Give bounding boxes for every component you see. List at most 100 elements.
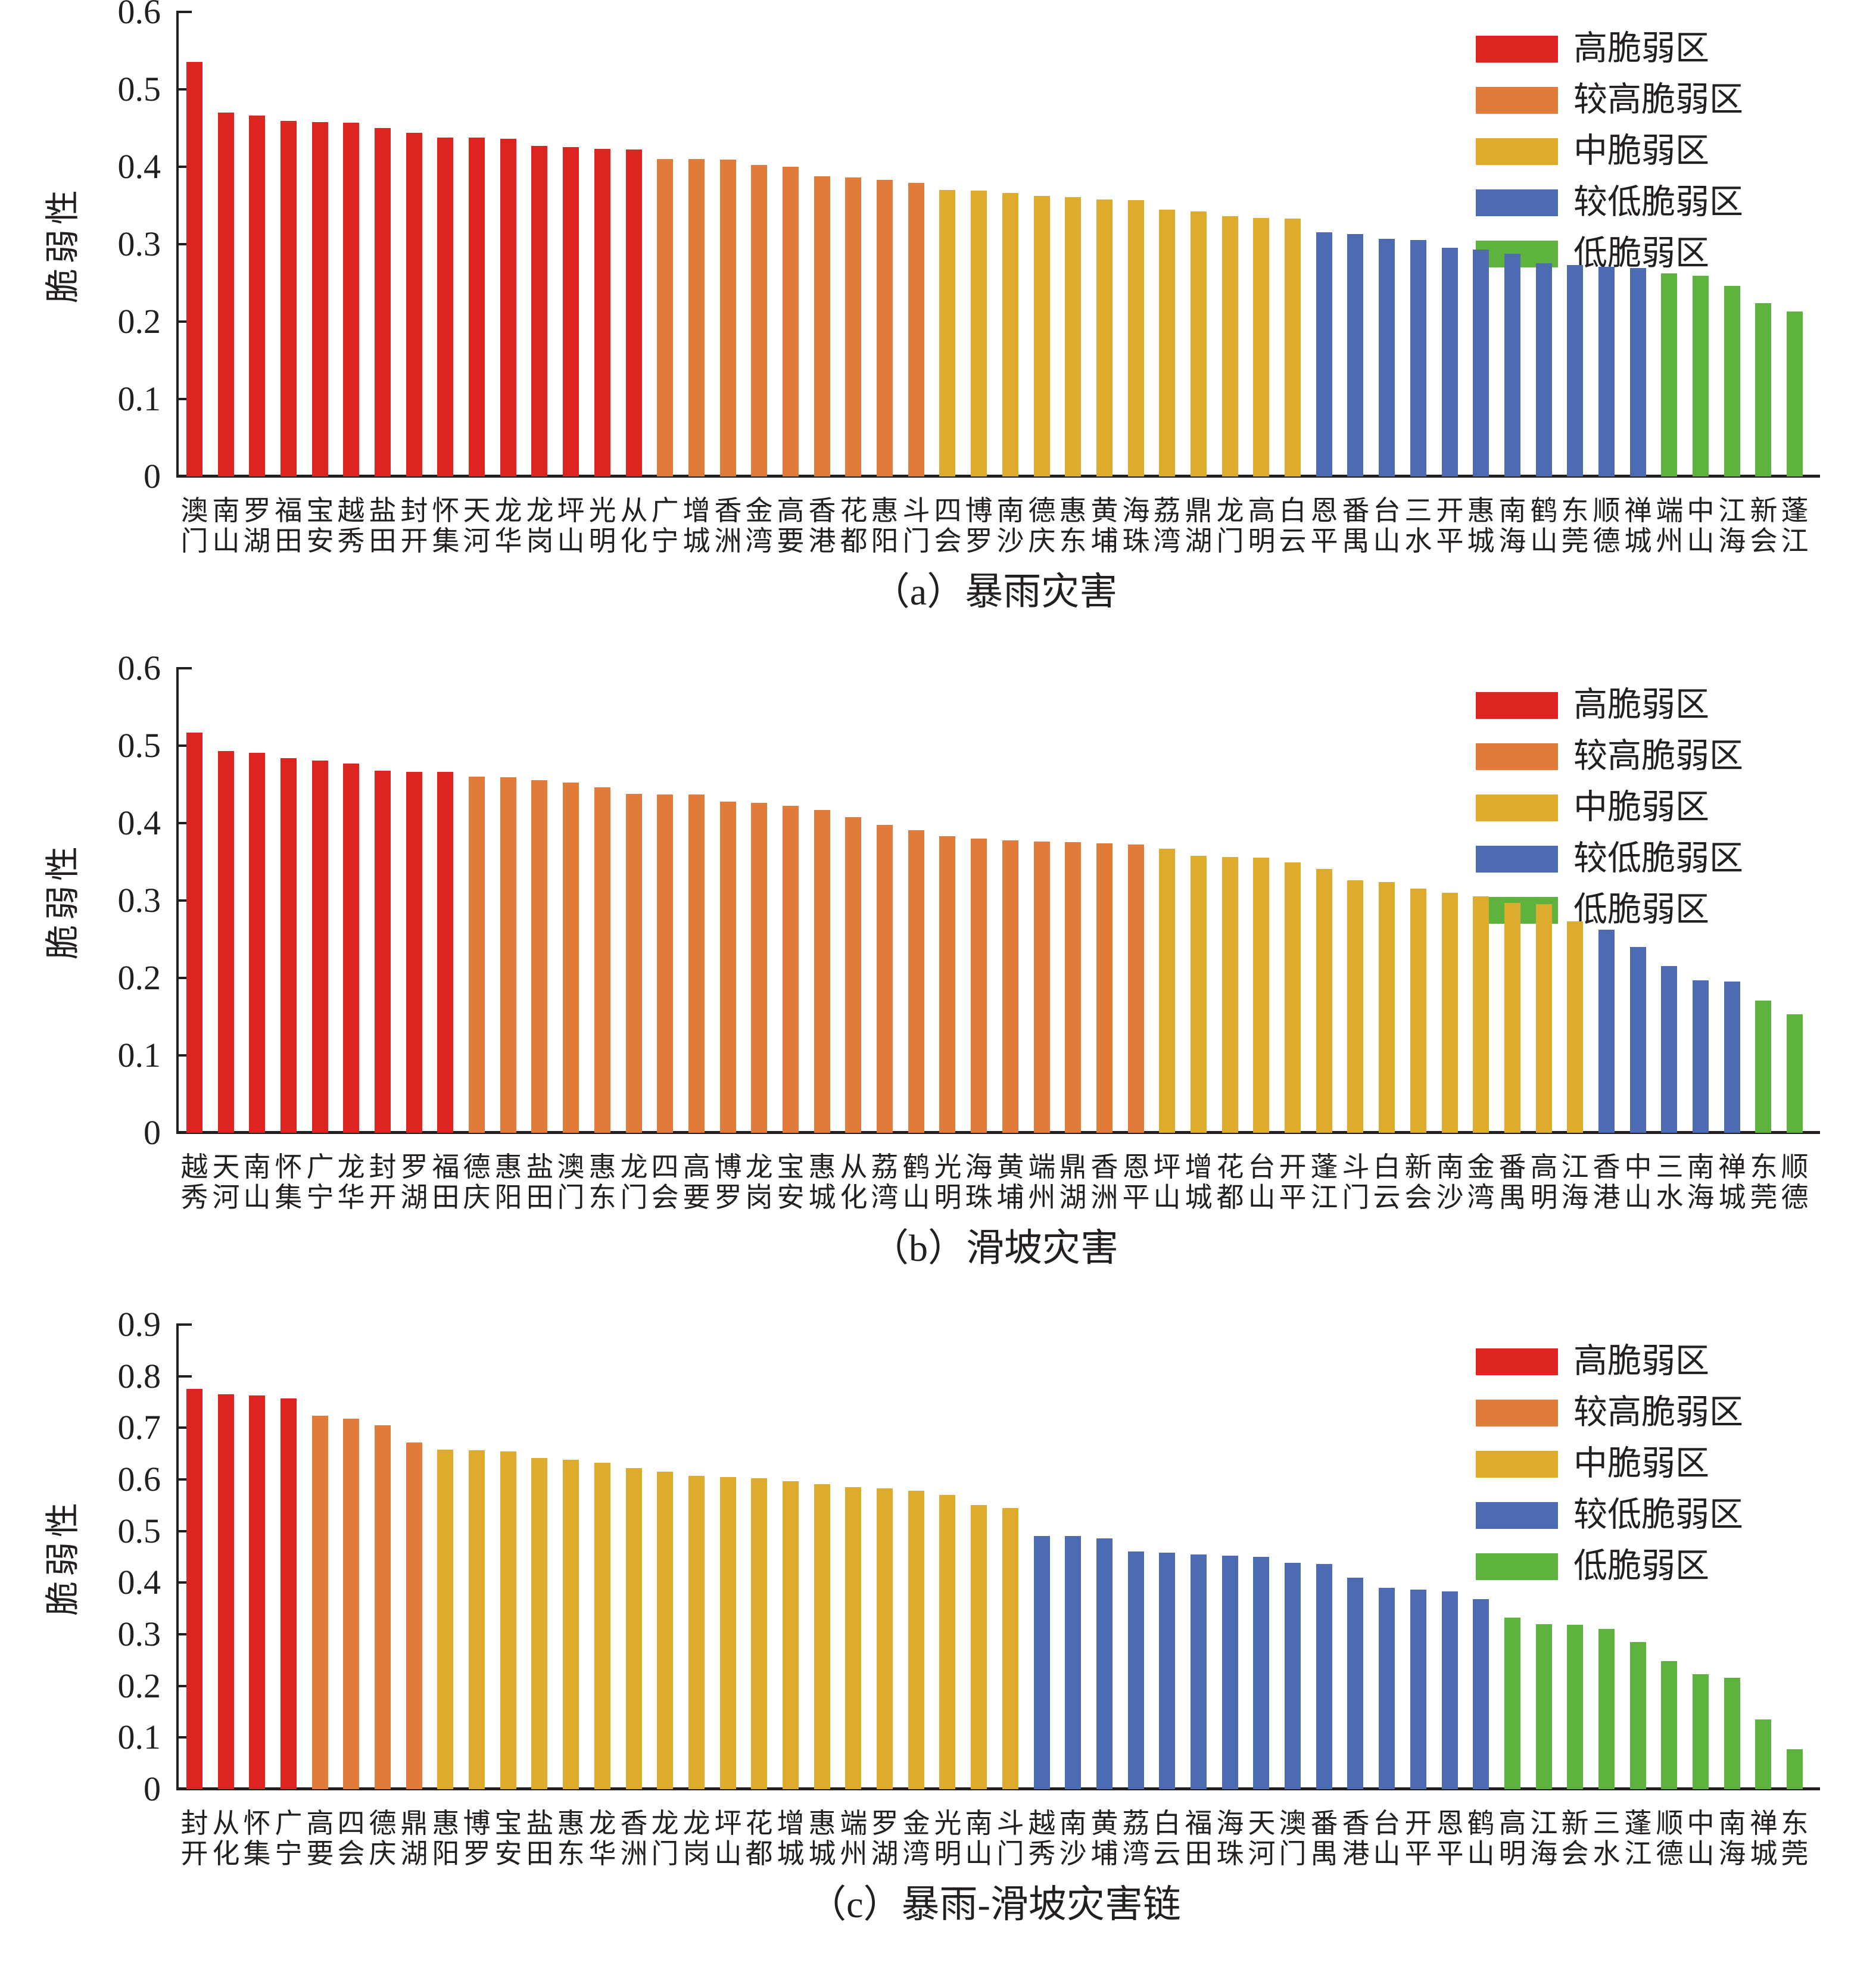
x-tick-label: 越秀 [337, 496, 365, 556]
bar-花都 [751, 1478, 767, 1789]
bar-怀集 [437, 138, 453, 476]
bar-顺德 [1661, 1661, 1677, 1789]
legend-label: 高脆弱区 [1573, 30, 1709, 67]
x-tick-label: 博罗 [714, 1152, 742, 1213]
x-tick-label: 惠东 [1059, 496, 1087, 556]
bar-惠城 [1473, 250, 1489, 476]
x-tick-label: 香港 [1593, 1152, 1621, 1213]
x-tick-label: 龙门 [1216, 496, 1244, 556]
bar-鼎湖 [1191, 211, 1207, 476]
x-tick-label: 恩平 [1310, 496, 1338, 556]
bar-惠城 [814, 810, 830, 1133]
x-tick-label: 南山 [243, 1152, 271, 1213]
y-tick-mark [179, 243, 192, 245]
bar-蓬江 [1787, 311, 1803, 476]
bar-禅城 [1630, 268, 1646, 476]
y-tick-mark [179, 320, 192, 323]
y-axis-line [176, 1323, 179, 1789]
y-tick-mark [179, 1736, 192, 1739]
bar-封开 [186, 1389, 202, 1789]
x-tick-label: 福田 [432, 1152, 460, 1213]
bar-花都 [845, 177, 861, 476]
x-tick-label: 台山 [1373, 496, 1401, 556]
x-tick-label: 从化 [840, 1152, 868, 1213]
bar-香港 [814, 176, 830, 476]
x-axis-line [176, 1787, 1820, 1790]
bar-博罗 [971, 191, 987, 476]
x-tick-label: 南海 [1718, 1808, 1746, 1869]
x-tick-label: 福田 [1185, 1808, 1213, 1869]
legend-item: 中脆弱区 [1476, 790, 1743, 825]
bar-从化 [845, 817, 861, 1133]
x-tick-label: 惠城 [808, 1152, 836, 1213]
bar-恩平 [1128, 845, 1144, 1133]
bar-高要 [688, 795, 705, 1133]
legend-item: 高脆弱区 [1476, 31, 1743, 67]
x-tick-label: 惠阳 [494, 1152, 522, 1213]
y-tick-label: 0.5 [117, 70, 161, 108]
legend-label: 较低脆弱区 [1573, 840, 1743, 877]
legend: 高脆弱区 较高脆弱区 中脆弱区 较低脆弱区 低脆弱区 [1476, 31, 1743, 287]
bar-顺德 [1598, 267, 1615, 476]
y-tick-mark [179, 11, 192, 13]
bar-黄埔 [1096, 1538, 1112, 1789]
bar-金湾 [908, 1491, 924, 1789]
x-tick-label: 惠东 [588, 1152, 616, 1213]
y-tick-label: 0.5 [117, 1511, 161, 1550]
panel-caption: （a）暴雨灾害 [871, 571, 1118, 613]
x-tick-label: 花都 [840, 496, 868, 556]
x-tick-label: 禅城 [1718, 1152, 1746, 1213]
bar-南山 [971, 1505, 987, 1789]
legend-label: 较高脆弱区 [1573, 737, 1743, 775]
x-tick-label: 顺德 [1593, 496, 1621, 556]
bar-香港 [1598, 930, 1615, 1133]
bar-南海 [1504, 254, 1520, 476]
bar-端州 [845, 1487, 861, 1789]
legend-item: 较低脆弱区 [1476, 185, 1743, 220]
y-tick-label: 0.1 [117, 1718, 161, 1757]
x-tick-label: 惠城 [808, 1808, 836, 1869]
x-tick-label: 海珠 [1122, 496, 1150, 556]
bar-南沙 [1002, 193, 1018, 476]
bar-四会 [343, 1419, 359, 1789]
x-tick-label: 盐田 [526, 1152, 554, 1213]
x-tick-label: 三水 [1656, 1152, 1684, 1213]
x-tick-label: 封开 [400, 496, 428, 556]
bar-斗门 [1002, 1508, 1018, 1789]
x-tick-label: 南沙 [1059, 1808, 1087, 1869]
bar-白云 [1159, 1553, 1175, 1789]
panel-chain: 脆弱性 高脆弱区 较高脆弱区 中脆弱区 较低脆弱区 低脆弱区 （c）暴雨-滑坡灾害链 0… [0, 1307, 1876, 1969]
bar-龙门 [1222, 216, 1238, 476]
bar-广宁 [657, 159, 673, 476]
bar-台山 [1379, 239, 1395, 476]
x-tick-label: 德庆 [463, 1152, 491, 1213]
bar-天河 [1253, 1557, 1269, 1789]
bar-海珠 [1128, 200, 1144, 476]
x-tick-label: 恩平 [1436, 1808, 1464, 1869]
bar-江海 [1536, 1624, 1552, 1789]
bar-香港 [1347, 1578, 1363, 1789]
bar-高明 [1253, 218, 1269, 476]
bar-广宁 [281, 1398, 297, 1789]
bar-禅城 [1755, 1719, 1771, 1789]
x-tick-label: 鹤山 [1530, 496, 1558, 556]
y-tick-mark [179, 822, 192, 824]
x-tick-label: 高要 [306, 1808, 334, 1869]
legend-swatch-ML [1476, 189, 1558, 216]
bar-斗门 [1347, 880, 1363, 1133]
legend-swatch-L [1476, 1553, 1558, 1580]
x-tick-label: 斗门 [996, 1808, 1024, 1869]
x-tick-label: 香港 [808, 496, 836, 556]
bar-光明 [939, 1495, 955, 1789]
x-tick-label: 番禺 [1342, 496, 1370, 556]
legend-swatch-M [1476, 794, 1558, 821]
x-tick-label: 台山 [1248, 1152, 1276, 1213]
legend-item: 较高脆弱区 [1476, 1395, 1743, 1431]
legend-item: 高脆弱区 [1476, 687, 1743, 723]
x-tick-label: 江海 [1561, 1152, 1589, 1213]
bar-恩平 [1316, 232, 1332, 476]
legend-swatch-M [1476, 138, 1558, 165]
x-tick-label: 盐田 [369, 496, 397, 556]
bar-越秀 [1034, 1536, 1050, 1789]
